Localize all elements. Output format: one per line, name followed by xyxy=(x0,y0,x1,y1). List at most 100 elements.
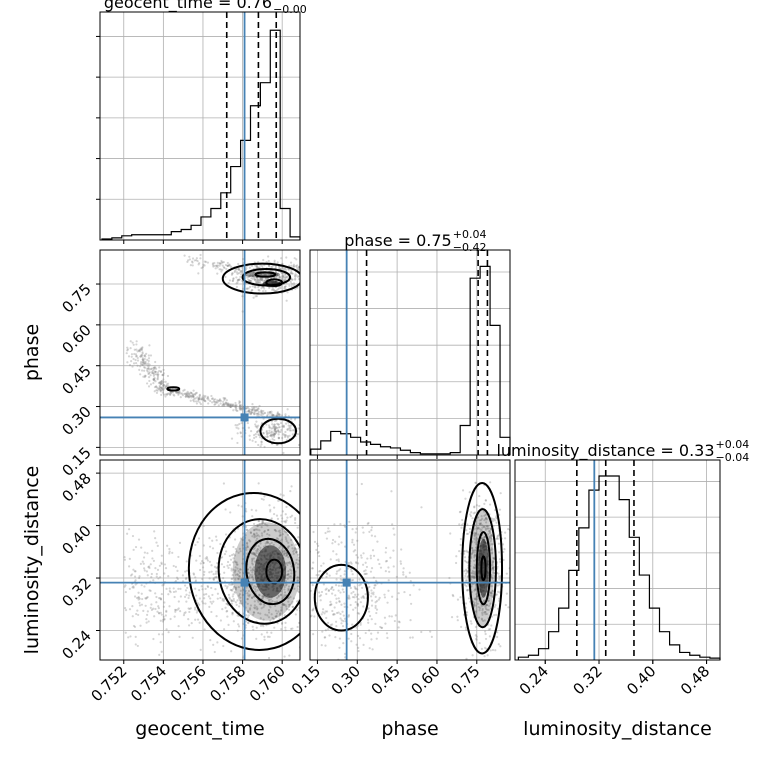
sample-point xyxy=(483,646,487,649)
sample-point xyxy=(470,511,473,514)
sample-point xyxy=(342,614,345,617)
sample-point xyxy=(209,399,212,403)
sample-point xyxy=(210,586,213,590)
sample-point xyxy=(206,585,210,589)
sample-point xyxy=(391,523,394,526)
sample-point xyxy=(238,407,242,410)
sample-point xyxy=(282,603,285,607)
sample-point xyxy=(137,596,140,599)
sample-point xyxy=(235,285,238,288)
sample-point xyxy=(273,429,276,432)
sample-point xyxy=(182,614,186,617)
sample-point xyxy=(236,423,239,427)
sample-point xyxy=(282,595,285,599)
sample-point xyxy=(177,625,180,628)
sample-point xyxy=(201,600,204,603)
sample-point xyxy=(241,538,244,542)
sample-point xyxy=(301,560,303,562)
sample-point xyxy=(262,625,265,628)
sample-point xyxy=(194,393,197,396)
sample-point xyxy=(221,599,224,602)
sample-point xyxy=(227,566,230,569)
sample-point xyxy=(233,270,236,274)
sample-point xyxy=(248,608,252,611)
sample-point xyxy=(254,295,257,298)
sample-point xyxy=(240,637,244,640)
sample-point xyxy=(276,414,279,417)
sample-point xyxy=(235,268,239,271)
sample-point xyxy=(260,277,264,281)
sample-point xyxy=(290,565,293,568)
sample-point xyxy=(293,587,296,590)
sample-point xyxy=(134,545,138,549)
x-tick-label-phase: 0.60 xyxy=(407,662,443,698)
sample-point xyxy=(173,394,176,397)
sample-point xyxy=(174,391,178,394)
sample-point xyxy=(222,260,225,264)
sample-point xyxy=(292,597,296,600)
sample-point xyxy=(496,537,499,540)
sample-point xyxy=(450,616,454,619)
sample-point xyxy=(143,569,146,572)
sample-point xyxy=(367,607,370,610)
sample-point xyxy=(138,350,142,353)
sample-point xyxy=(356,612,359,615)
sample-point xyxy=(223,266,226,270)
sample-point xyxy=(286,428,289,431)
sample-point xyxy=(302,283,304,285)
sample-point xyxy=(339,617,342,620)
sample-point xyxy=(153,378,156,381)
sample-point xyxy=(153,377,156,380)
sample-point xyxy=(179,587,182,590)
sample-point xyxy=(177,600,180,603)
sample-point xyxy=(375,579,378,582)
sample-point xyxy=(278,426,281,429)
sample-point xyxy=(472,575,475,578)
sample-point xyxy=(297,277,300,281)
sample-point xyxy=(302,423,304,425)
sample-point xyxy=(202,544,205,547)
sample-point xyxy=(234,538,237,541)
sample-point xyxy=(225,550,228,553)
sample-point xyxy=(201,265,205,269)
sample-point xyxy=(284,430,287,434)
sample-point xyxy=(263,445,266,449)
sample-point xyxy=(189,607,192,610)
sample-point xyxy=(273,428,277,431)
sample-point xyxy=(238,575,241,578)
sample-point xyxy=(251,277,254,280)
sample-point xyxy=(238,602,242,605)
sample-point xyxy=(229,588,232,591)
sample-point xyxy=(257,424,260,427)
sample-point xyxy=(136,356,139,360)
sample-point xyxy=(235,276,238,279)
sample-point xyxy=(470,552,473,555)
sample-point xyxy=(144,374,147,378)
sample-point xyxy=(237,504,240,507)
sample-point xyxy=(362,643,365,646)
sample-point xyxy=(481,526,484,529)
sample-point xyxy=(126,532,129,535)
sample-point xyxy=(198,597,201,600)
sample-point xyxy=(480,617,483,620)
sample-point xyxy=(489,592,493,595)
sample-point xyxy=(192,393,195,396)
sample-point xyxy=(277,414,280,417)
sample-point xyxy=(489,481,492,484)
sample-point xyxy=(281,602,284,606)
sample-point xyxy=(315,548,318,551)
sample-point xyxy=(268,635,271,639)
sample-point xyxy=(251,562,254,565)
sample-point xyxy=(257,519,260,523)
sample-point xyxy=(306,544,308,546)
sample-point xyxy=(162,605,165,608)
sample-point xyxy=(255,549,258,552)
sample-point xyxy=(337,584,341,587)
sample-point xyxy=(250,264,254,267)
sample-point xyxy=(290,271,293,274)
sample-point xyxy=(301,595,303,597)
sample-point xyxy=(489,548,493,552)
sample-point xyxy=(239,589,243,592)
sample-point xyxy=(268,431,271,435)
sample-point xyxy=(184,584,187,587)
